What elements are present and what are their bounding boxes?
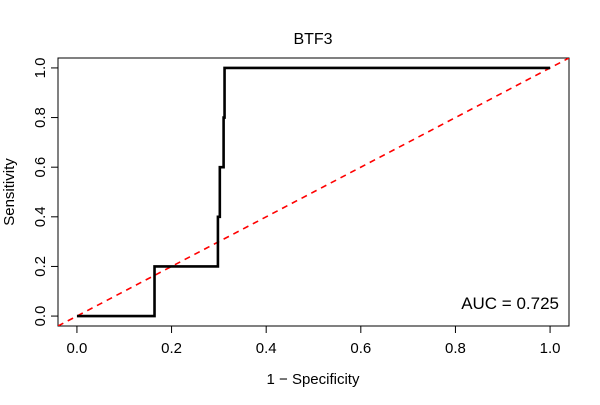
y-tick-label: 1.0 [32,57,49,78]
x-axis-label: 1 − Specificity [267,371,360,388]
x-tick-label: 1.0 [540,340,561,357]
y-tick-label: 0.8 [32,107,49,128]
x-tick-label: 0.0 [66,340,87,357]
y-tick-label: 0.0 [32,306,49,327]
series-layer [58,58,569,326]
x-axis: 0.0 0.2 0.4 0.6 0.8 1.0 [66,325,561,357]
x-tick-label: 0.6 [350,340,371,357]
y-tick-label: 0.6 [32,157,49,178]
x-tick-label: 0.2 [161,340,182,357]
x-tick-label: 0.4 [256,340,277,357]
y-tick-label: 0.2 [32,256,49,277]
x-tick-label: 0.8 [445,340,466,357]
y-axis-label: Sensitivity [1,158,18,226]
y-tick-label: 0.4 [32,206,49,227]
roc-curve-line [76,66,551,318]
reference-diagonal-line [58,58,569,326]
chart-title: BTF3 [293,31,332,48]
auc-annotation: AUC = 0.725 [461,294,559,313]
y-axis: 0.0 0.2 0.4 0.6 0.8 1.0 [32,57,59,327]
